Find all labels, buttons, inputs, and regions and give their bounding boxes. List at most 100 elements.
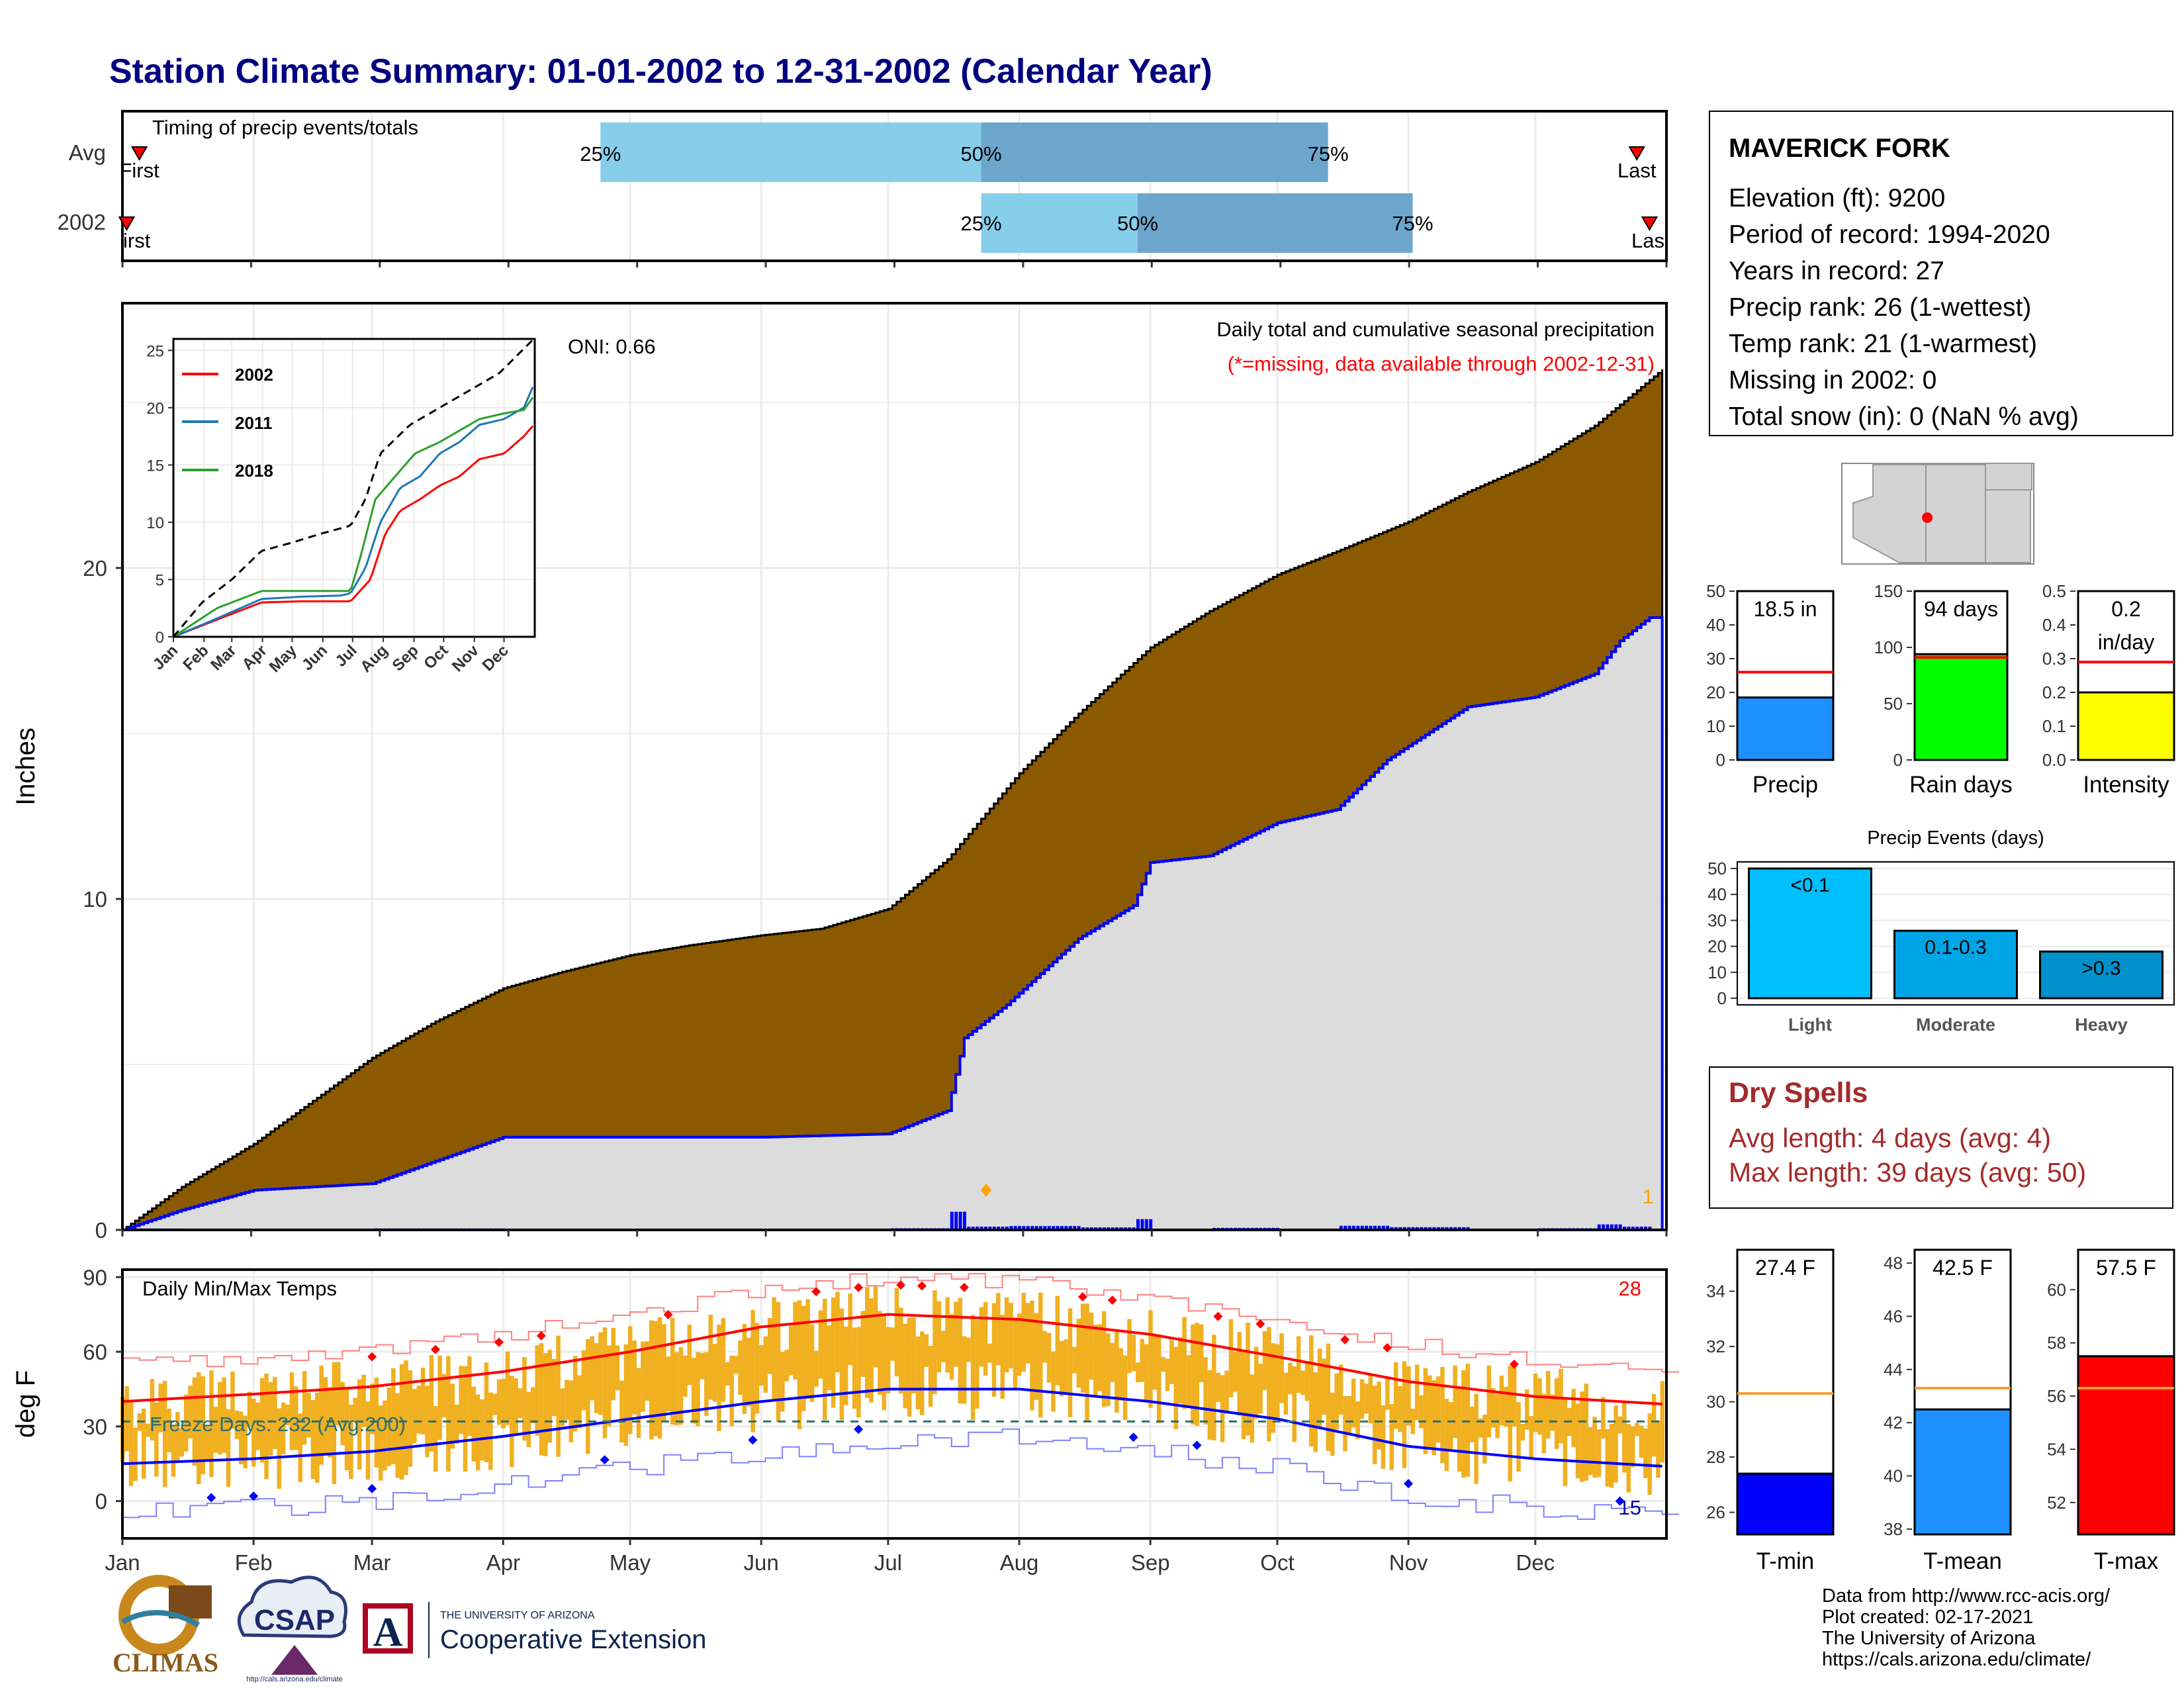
daily-temp-bar bbox=[1533, 1374, 1538, 1432]
daily-temp-bar bbox=[1034, 1313, 1039, 1400]
daily-temp-bar bbox=[167, 1408, 171, 1452]
daily-temp-bar bbox=[996, 1293, 1001, 1366]
mini-value-label: 27.4 F bbox=[1755, 1256, 1815, 1280]
record-low-marker bbox=[854, 1425, 864, 1434]
daily-precip-bar bbox=[1339, 1225, 1343, 1230]
daily-temp-bar bbox=[1144, 1344, 1149, 1401]
record-high-marker bbox=[494, 1337, 504, 1347]
mini-tick-label: 30 bbox=[1706, 1392, 1725, 1412]
daily-temp-bar bbox=[818, 1310, 823, 1379]
daily-temp-bar bbox=[1296, 1336, 1301, 1393]
daily-temp-bar bbox=[1072, 1346, 1077, 1374]
daily-precip-bar bbox=[1077, 1226, 1081, 1230]
daily-precip-bar bbox=[1373, 1225, 1377, 1230]
month-tick-label: Jun bbox=[744, 1550, 779, 1575]
daily-precip-bar bbox=[1068, 1226, 1072, 1230]
daily-temp-bar bbox=[1381, 1405, 1386, 1469]
daily-precip-bar bbox=[1018, 1226, 1022, 1230]
daily-temp-bar bbox=[1055, 1295, 1060, 1385]
timing-2002-25-label: 25% bbox=[961, 212, 1002, 235]
record-high-marker bbox=[430, 1344, 440, 1354]
mini-tick-label: 0.3 bbox=[2042, 649, 2066, 669]
month-tick-label: Jul bbox=[874, 1550, 902, 1575]
daily-precip-bar bbox=[1623, 1227, 1627, 1230]
daily-temp-bar bbox=[632, 1340, 637, 1415]
daily-temp-bar bbox=[179, 1428, 184, 1457]
map-texas bbox=[1985, 489, 2031, 563]
daily-temp-bar bbox=[649, 1320, 654, 1440]
mini-tick-label: 52 bbox=[2047, 1493, 2066, 1513]
main-ytick-label: 0 bbox=[95, 1218, 107, 1243]
avg-min-line bbox=[122, 1387, 1662, 1468]
mini-tick-label: 0 bbox=[1893, 750, 1903, 770]
daily-temp-bar bbox=[1571, 1389, 1576, 1448]
daily-temp-bar bbox=[928, 1345, 933, 1407]
daily-precip-bar bbox=[1644, 1227, 1648, 1230]
daily-temp-bar bbox=[420, 1368, 426, 1434]
footer-line-2: Plot created: 02-17-2021 bbox=[1822, 1607, 2033, 1628]
mini-tick-label: 50 bbox=[1884, 694, 1903, 714]
timing-avg-75-label: 75% bbox=[1308, 142, 1349, 165]
timing-row-2002: 2002 bbox=[58, 210, 106, 234]
daily-precip-bar bbox=[1347, 1225, 1351, 1230]
mini-tick-label: 34 bbox=[1706, 1282, 1725, 1301]
csap-url: http://cals.arizona.edu/climate bbox=[246, 1675, 343, 1683]
daily-temp-bar bbox=[772, 1297, 776, 1401]
daily-temp-bar bbox=[1279, 1333, 1284, 1403]
events-tick-label: 20 bbox=[1707, 937, 1727, 957]
daily-precip-bar bbox=[1149, 1219, 1153, 1230]
daily-temp-bar bbox=[183, 1394, 189, 1452]
record-low-marker bbox=[748, 1435, 758, 1445]
mini-category-label: T-mean bbox=[1923, 1548, 2002, 1574]
month-tick-label: Dec bbox=[1516, 1550, 1555, 1575]
daily-temp-bar bbox=[852, 1327, 857, 1409]
daily-temp-bar bbox=[1300, 1370, 1305, 1395]
mini-tick-label: 50 bbox=[1706, 581, 1725, 601]
daily-temp-bar bbox=[1364, 1383, 1369, 1414]
daily-temp-bar bbox=[251, 1398, 256, 1467]
inset-ytick-label: 25 bbox=[146, 342, 164, 360]
daily-temp-bar bbox=[450, 1383, 455, 1449]
timing-avg-q1-bar bbox=[600, 122, 981, 182]
daily-temp-bar bbox=[1076, 1319, 1081, 1388]
ua-small-text: THE UNIVERSITY OF ARIZONA bbox=[440, 1610, 595, 1621]
dry-line-2: Max length: 39 days (avg: 50) bbox=[1729, 1157, 2086, 1188]
daily-precip-bar bbox=[1457, 1227, 1461, 1230]
daily-temp-bar bbox=[1406, 1366, 1411, 1426]
daily-temp-bar bbox=[1262, 1331, 1267, 1391]
inset-frame bbox=[172, 338, 536, 638]
timing-frame bbox=[121, 110, 1668, 262]
station-line-4: Precip rank: 26 (1-wettest) bbox=[1729, 293, 2031, 322]
daily-temp-bar bbox=[1122, 1355, 1128, 1421]
daily-temp-bar bbox=[975, 1320, 979, 1409]
daily-temp-bar bbox=[277, 1408, 281, 1489]
inset-xtick-label: Aug bbox=[357, 641, 391, 676]
daily-precip-bar bbox=[1449, 1227, 1453, 1230]
inset-ytick-label: 15 bbox=[146, 457, 164, 475]
daily-temp-bar bbox=[340, 1382, 345, 1446]
daily-temp-bar bbox=[915, 1336, 921, 1409]
daily-temp-bar bbox=[226, 1409, 231, 1487]
daily-temp-bar bbox=[653, 1321, 658, 1436]
inset-series-2002 bbox=[173, 425, 534, 638]
daily-precip-bar bbox=[1022, 1226, 1026, 1230]
mini-value-bar bbox=[2077, 691, 2175, 761]
mini-tick-label: 0.5 bbox=[2042, 581, 2066, 601]
daily-temp-bar bbox=[712, 1344, 717, 1402]
daily-temp-bar bbox=[162, 1381, 167, 1487]
daily-temp-bar bbox=[1309, 1335, 1314, 1447]
inset-xtick-label: Feb bbox=[179, 641, 212, 674]
daily-precip-bar bbox=[1402, 1227, 1406, 1230]
missing-marker bbox=[981, 1184, 991, 1197]
daily-temp-bar bbox=[201, 1376, 205, 1475]
record-high-marker bbox=[1077, 1291, 1087, 1301]
record-high-marker bbox=[1107, 1295, 1117, 1305]
timing-avg-50-label: 50% bbox=[961, 142, 1002, 165]
daily-precip-bar bbox=[958, 1211, 962, 1230]
daily-temp-bar bbox=[535, 1345, 539, 1436]
daily-temp-bar bbox=[124, 1386, 129, 1452]
map-north bbox=[1872, 463, 2032, 491]
daily-temp-bar bbox=[357, 1379, 362, 1470]
mini-value-label: in/day bbox=[2098, 630, 2154, 654]
